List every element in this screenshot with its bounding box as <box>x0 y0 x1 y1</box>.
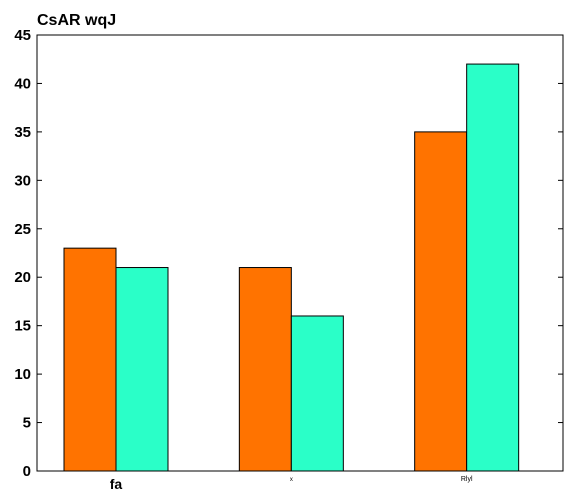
ytick-label-10: 10 <box>14 366 31 383</box>
bar-fa-series-1 <box>63 247 117 472</box>
ytick-label-5: 5 <box>23 415 31 432</box>
ytick-label-25: 25 <box>14 221 31 238</box>
bar-rlyl-series-2 <box>466 63 520 472</box>
ytick-label-40: 40 <box>14 75 31 92</box>
ytick-label-35: 35 <box>14 124 31 141</box>
ytick-label-45: 45 <box>14 27 31 44</box>
bar-rlyl-series-1 <box>414 131 468 472</box>
bar-fa-series-2 <box>115 267 169 472</box>
ytick-label-0: 0 <box>23 463 31 480</box>
ytick-label-15: 15 <box>14 318 31 335</box>
chart-title: CsAR wqJ <box>37 12 116 29</box>
bar-x-series-2 <box>290 315 344 472</box>
y-axis: 0 5 10 15 20 25 30 35 40 45 <box>14 27 563 480</box>
ytick-label-30: 30 <box>14 172 31 189</box>
plot-area-frame <box>36 34 564 472</box>
xtick-label-x: x <box>290 477 293 483</box>
xtick-label-rlyl: Rlyl <box>461 476 473 483</box>
bar-x-series-1 <box>238 267 292 472</box>
bars-layer <box>63 63 520 472</box>
ytick-label-20: 20 <box>14 269 31 286</box>
xtick-label-fa: fa <box>110 476 123 492</box>
x-axis: fa x Rlyl <box>110 476 473 492</box>
